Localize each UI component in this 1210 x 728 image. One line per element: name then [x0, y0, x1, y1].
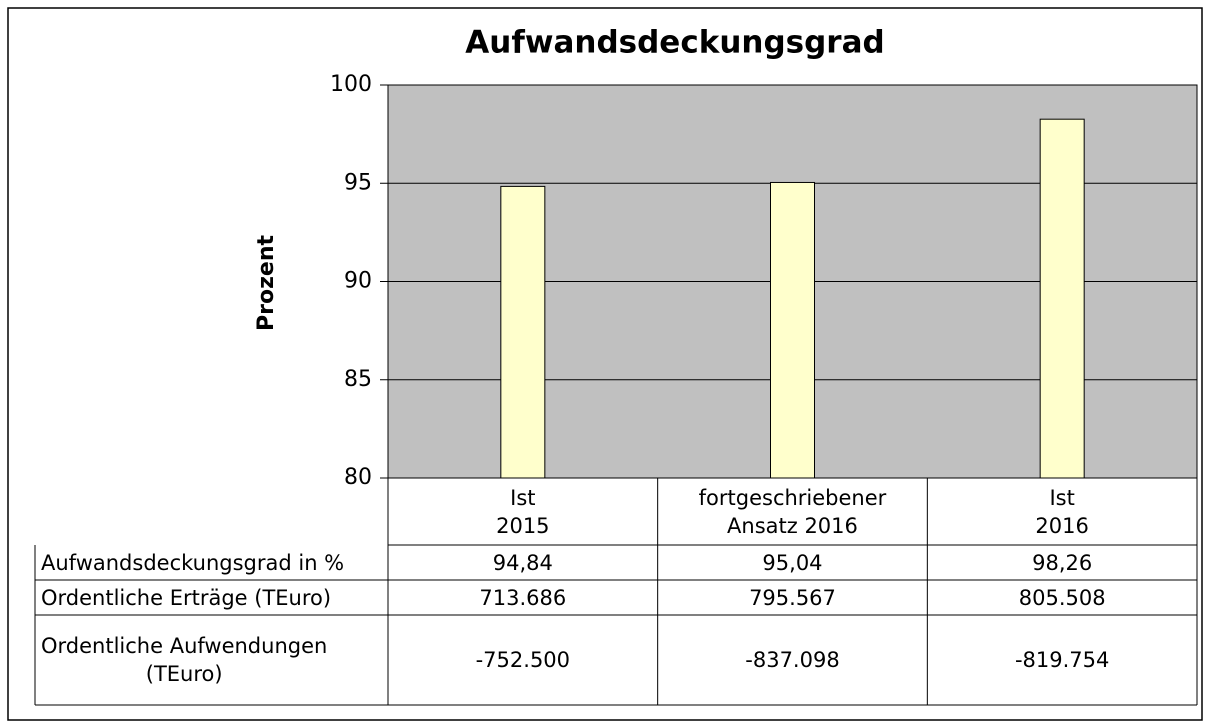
bar — [500, 185, 546, 479]
y-tick-label: 90 — [344, 269, 372, 294]
table-cell: -819.754 — [1014, 648, 1110, 672]
y-tick-label: 80 — [344, 465, 372, 490]
x-tick-label: Ist 2016 — [1035, 485, 1089, 538]
y-tick-label: 85 — [344, 367, 372, 392]
bar — [770, 181, 815, 479]
chart-title: Aufwandsdeckungsgrad — [465, 25, 884, 61]
table-cell: 94,84 — [492, 550, 553, 575]
y-tick-label: 95 — [344, 170, 372, 195]
y-tick-label: 100 — [330, 72, 372, 97]
row-label: Aufwandsdeckungsgrad in % — [41, 550, 345, 575]
table-cell: 713.686 — [479, 585, 567, 610]
row-label: Ordentliche Erträge (TEuro) — [41, 585, 332, 610]
table-cell: -837.098 — [745, 648, 840, 672]
bar — [1039, 118, 1085, 479]
x-tick-label: fortgeschriebener Ansatz 2016 — [698, 485, 887, 538]
table-cell: 98,26 — [1032, 550, 1093, 575]
table-cell: 795.567 — [749, 585, 836, 610]
table-cell: -752.500 — [475, 648, 571, 672]
table-cell: 805.508 — [1018, 585, 1106, 610]
x-tick-label: Ist 2015 — [496, 485, 550, 538]
y-axis-label: Prozent — [254, 235, 279, 331]
row-label: Ordentliche Aufwendungen (TEuro) — [41, 634, 328, 686]
table-cell: 95,04 — [762, 550, 823, 575]
